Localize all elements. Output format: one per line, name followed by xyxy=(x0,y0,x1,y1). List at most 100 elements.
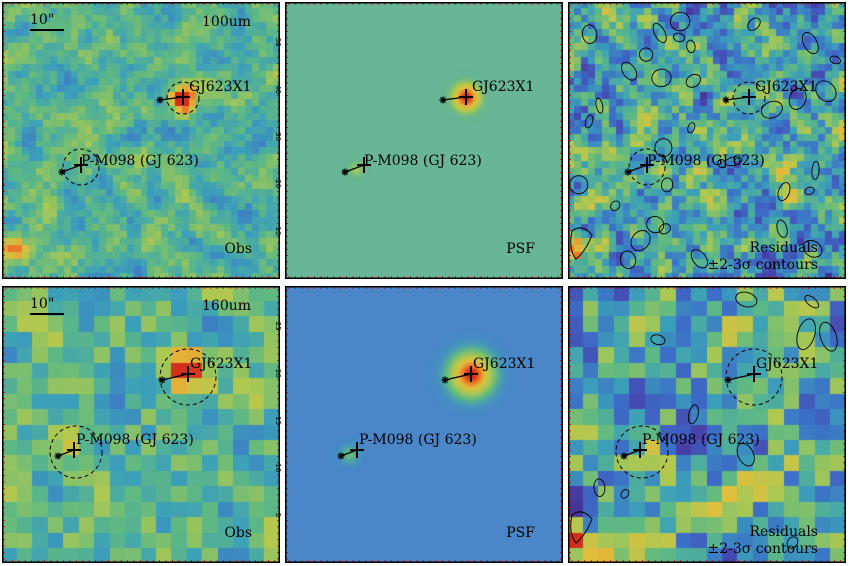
scalebar-label: 10" xyxy=(30,12,54,28)
band-label: 100um xyxy=(202,14,251,30)
panel-corner-label: PSF xyxy=(506,241,535,257)
aperture-primary xyxy=(615,425,669,479)
panel-overlay: P-M098 (GJ 623) GJ623X1 PSF xyxy=(285,2,563,279)
contour xyxy=(669,11,691,32)
axis-tick-label: 10 xyxy=(274,227,282,236)
scalebar-label: 10" xyxy=(30,296,54,312)
panel-overlay: P-M098 (GJ 623) GJ623X1 Residuals±2-3σ con… xyxy=(568,2,846,279)
source-marker xyxy=(74,157,88,173)
proper-motion-line xyxy=(61,164,82,173)
panel-frame xyxy=(2,2,280,279)
axis-tick-label: 25 xyxy=(274,322,282,331)
proper-motion-line xyxy=(627,164,648,173)
panel-frame xyxy=(285,286,563,563)
contour xyxy=(581,24,598,44)
contour xyxy=(584,114,594,129)
contour xyxy=(760,100,783,119)
contour xyxy=(819,321,838,352)
frame-ticks xyxy=(568,286,846,563)
contour xyxy=(786,536,799,549)
contour xyxy=(736,442,755,467)
star-marker xyxy=(54,452,62,460)
contour xyxy=(735,291,758,308)
panel-frame xyxy=(568,2,846,279)
contour xyxy=(619,250,637,270)
axis-tick-label: 20 xyxy=(274,179,282,188)
frame-ticks xyxy=(2,286,280,563)
panel-corner-label: Residuals xyxy=(750,240,818,256)
contour xyxy=(687,404,699,425)
aperture-primary xyxy=(628,148,666,186)
aperture-companion xyxy=(159,348,217,406)
contour xyxy=(686,39,696,54)
contour xyxy=(811,160,820,180)
source-marker xyxy=(633,442,647,458)
label-primary: P-M098 (GJ 623) xyxy=(359,432,477,448)
panel-corner-label: Obs xyxy=(224,525,252,541)
contour xyxy=(610,200,621,211)
contour xyxy=(815,80,837,102)
contour xyxy=(777,182,791,202)
panel-r2c3: P-M098 (GJ 623) GJ623X1 Residuals ±2-3σ con… xyxy=(568,286,846,563)
label-companion: GJ623X1 xyxy=(189,79,251,95)
panel-image xyxy=(568,286,846,563)
label-companion: GJ623X1 xyxy=(473,356,535,372)
source-marker xyxy=(742,89,756,105)
contour xyxy=(685,73,701,88)
star-marker xyxy=(620,452,628,460)
source-marker xyxy=(640,157,654,173)
contour xyxy=(673,32,685,43)
contour xyxy=(650,334,666,346)
contour xyxy=(829,55,841,65)
star-marker xyxy=(624,168,632,176)
source-marker xyxy=(176,89,190,105)
contour xyxy=(658,223,671,235)
star-marker xyxy=(439,96,447,104)
proper-motion-line xyxy=(344,164,365,173)
aperture-companion xyxy=(732,81,766,115)
label-companion: GJ623X1 xyxy=(755,79,817,95)
source-marker xyxy=(181,366,195,382)
panel-image xyxy=(285,286,563,563)
contour xyxy=(660,177,674,193)
frame-ticks xyxy=(568,2,846,279)
contour xyxy=(570,227,593,260)
aperture-primary xyxy=(49,425,103,479)
axis-tick-label: 50 xyxy=(274,38,282,47)
source-marker xyxy=(67,442,81,458)
contour xyxy=(724,156,743,167)
star-marker xyxy=(341,168,349,176)
residual-contours xyxy=(570,291,838,549)
source-marker xyxy=(747,366,761,382)
contour xyxy=(687,122,696,134)
panel-r1c1: P-M098 (GJ 623) GJ623X1 Obs 100um 10" 10 20 30 4… xyxy=(2,2,282,279)
panel-r2c1: P-M098 (GJ 623) GJ623X1 Obs 160um 10" 5 10 15 20… xyxy=(2,286,282,563)
contour xyxy=(595,97,604,114)
frame-ticks xyxy=(2,2,280,279)
label-companion: GJ623X1 xyxy=(472,79,534,95)
contour xyxy=(652,22,667,44)
panel-overlay: P-M098 (GJ 623) GJ623X1 Obs 160um 10" 5 10 15 20… xyxy=(2,286,282,563)
star-marker xyxy=(337,452,345,460)
label-primary: P-M098 (GJ 623) xyxy=(76,432,194,448)
label-primary: P-M098 (GJ 623) xyxy=(81,153,199,169)
star-marker xyxy=(158,376,166,384)
contour xyxy=(593,478,606,497)
source-marker xyxy=(464,366,478,382)
star-marker xyxy=(156,96,164,104)
contour xyxy=(796,318,817,350)
band-label: 160um xyxy=(202,298,251,314)
frame-ticks xyxy=(285,286,563,563)
panel-corner-label: Residuals xyxy=(750,524,818,540)
panel-frame xyxy=(285,2,563,279)
panel-frame xyxy=(2,286,280,563)
panel-image xyxy=(285,2,563,279)
axis-tick-label: 30 xyxy=(274,132,282,141)
panel-corner-label: ±2-3σ contours xyxy=(707,257,818,273)
star-marker xyxy=(58,168,66,176)
contour xyxy=(801,32,819,55)
contour xyxy=(630,230,651,252)
contour xyxy=(802,239,823,258)
frame-ticks xyxy=(285,2,563,279)
contour xyxy=(570,511,593,544)
